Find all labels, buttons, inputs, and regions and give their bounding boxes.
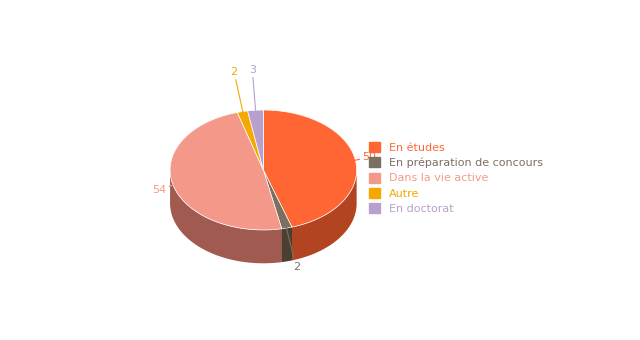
Text: 54: 54 [152,184,177,194]
Text: 50: 50 [351,152,376,162]
Polygon shape [292,171,356,260]
Polygon shape [263,170,282,262]
Text: 2: 2 [285,225,300,272]
Polygon shape [248,110,263,170]
Polygon shape [263,110,356,227]
Text: 3: 3 [249,65,256,113]
Polygon shape [170,113,282,230]
Legend: En études, En préparation de concours, Dans la vie active, Autre, En doctorat: En études, En préparation de concours, D… [369,142,543,214]
Polygon shape [263,170,292,229]
Polygon shape [237,111,263,170]
Polygon shape [263,170,292,260]
Polygon shape [170,171,282,263]
Polygon shape [282,227,292,262]
Polygon shape [263,170,282,262]
Polygon shape [263,170,292,260]
Text: 2: 2 [230,67,243,115]
